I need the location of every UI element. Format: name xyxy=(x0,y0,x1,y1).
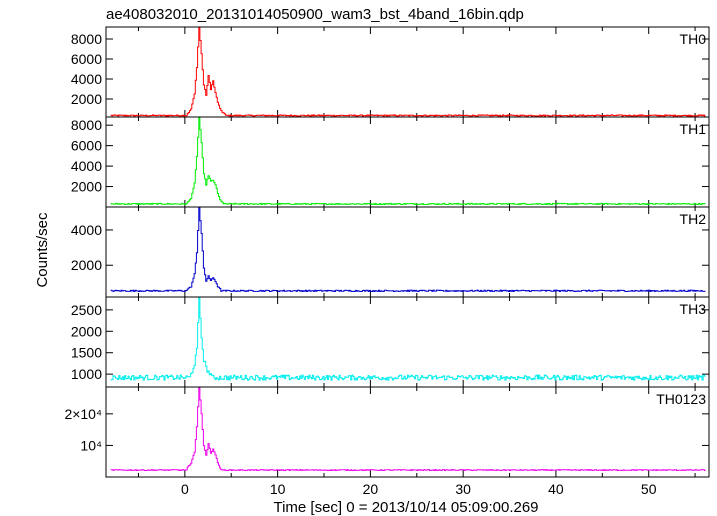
x-tick-label: 40 xyxy=(548,481,564,497)
panel-frame xyxy=(105,206,710,298)
series-line-th0123 xyxy=(110,387,706,471)
y-tick-label: 4000 xyxy=(71,71,102,87)
x-axis-label: Time [sec] 0 = 2013/10/14 05:09:00.269 xyxy=(273,499,538,516)
y-tick-label: 8000 xyxy=(71,117,102,133)
panel-label-th0: TH0 xyxy=(680,31,707,47)
panel-label-th2: TH2 xyxy=(680,211,707,227)
y-tick-label: 2000 xyxy=(71,91,102,107)
panel-frame xyxy=(105,386,710,478)
y-tick-label: 1500 xyxy=(71,345,102,361)
y-tick-label: 6000 xyxy=(71,138,102,154)
x-tick-label: 20 xyxy=(363,481,379,497)
series-line-th3 xyxy=(110,297,706,381)
x-tick-label: 10 xyxy=(270,481,286,497)
y-tick-label: 10⁴ xyxy=(80,437,102,453)
panel-label-th3: TH3 xyxy=(680,301,707,317)
y-tick-label: 6000 xyxy=(71,51,102,67)
y-tick-label: 2×10⁴ xyxy=(64,406,102,422)
x-tick-label: 30 xyxy=(455,481,471,497)
y-tick-label: 2500 xyxy=(71,302,102,318)
panel-th0: 2000 4000 6000 8000 TH0 xyxy=(71,26,710,118)
panel-th1: 2000 4000 6000 8000 TH1 xyxy=(71,116,710,208)
panel-th3: 1000 1500 2000 2500 TH3 xyxy=(71,296,710,388)
series-line-th1 xyxy=(110,117,706,205)
panel-label-th0123: TH0123 xyxy=(656,391,706,407)
series-line-th2 xyxy=(110,207,706,292)
y-axis-label: Counts/sec xyxy=(34,212,51,288)
y-tick-label: 2000 xyxy=(71,257,102,273)
y-tick-label: 4000 xyxy=(71,222,102,238)
y-tick-label: 2000 xyxy=(71,323,102,339)
y-tick-label: 4000 xyxy=(71,158,102,174)
chart-title: ae408032010_20131014050900_wam3_bst_4ban… xyxy=(106,6,524,23)
x-tick-label: 50 xyxy=(641,481,657,497)
panel-th0123: 10⁴ 2×10⁴ TH0123 xyxy=(64,386,710,478)
y-tick-label: 8000 xyxy=(71,31,102,47)
panel-th2: 2000 4000 TH2 xyxy=(71,206,710,298)
y-tick-label: 2000 xyxy=(71,179,102,195)
panel-frame xyxy=(105,296,710,388)
y-tick-label: 1000 xyxy=(71,366,102,382)
series-line-th0 xyxy=(110,27,706,117)
x-tick-label: 0 xyxy=(181,481,189,497)
panel-label-th1: TH1 xyxy=(680,121,707,137)
